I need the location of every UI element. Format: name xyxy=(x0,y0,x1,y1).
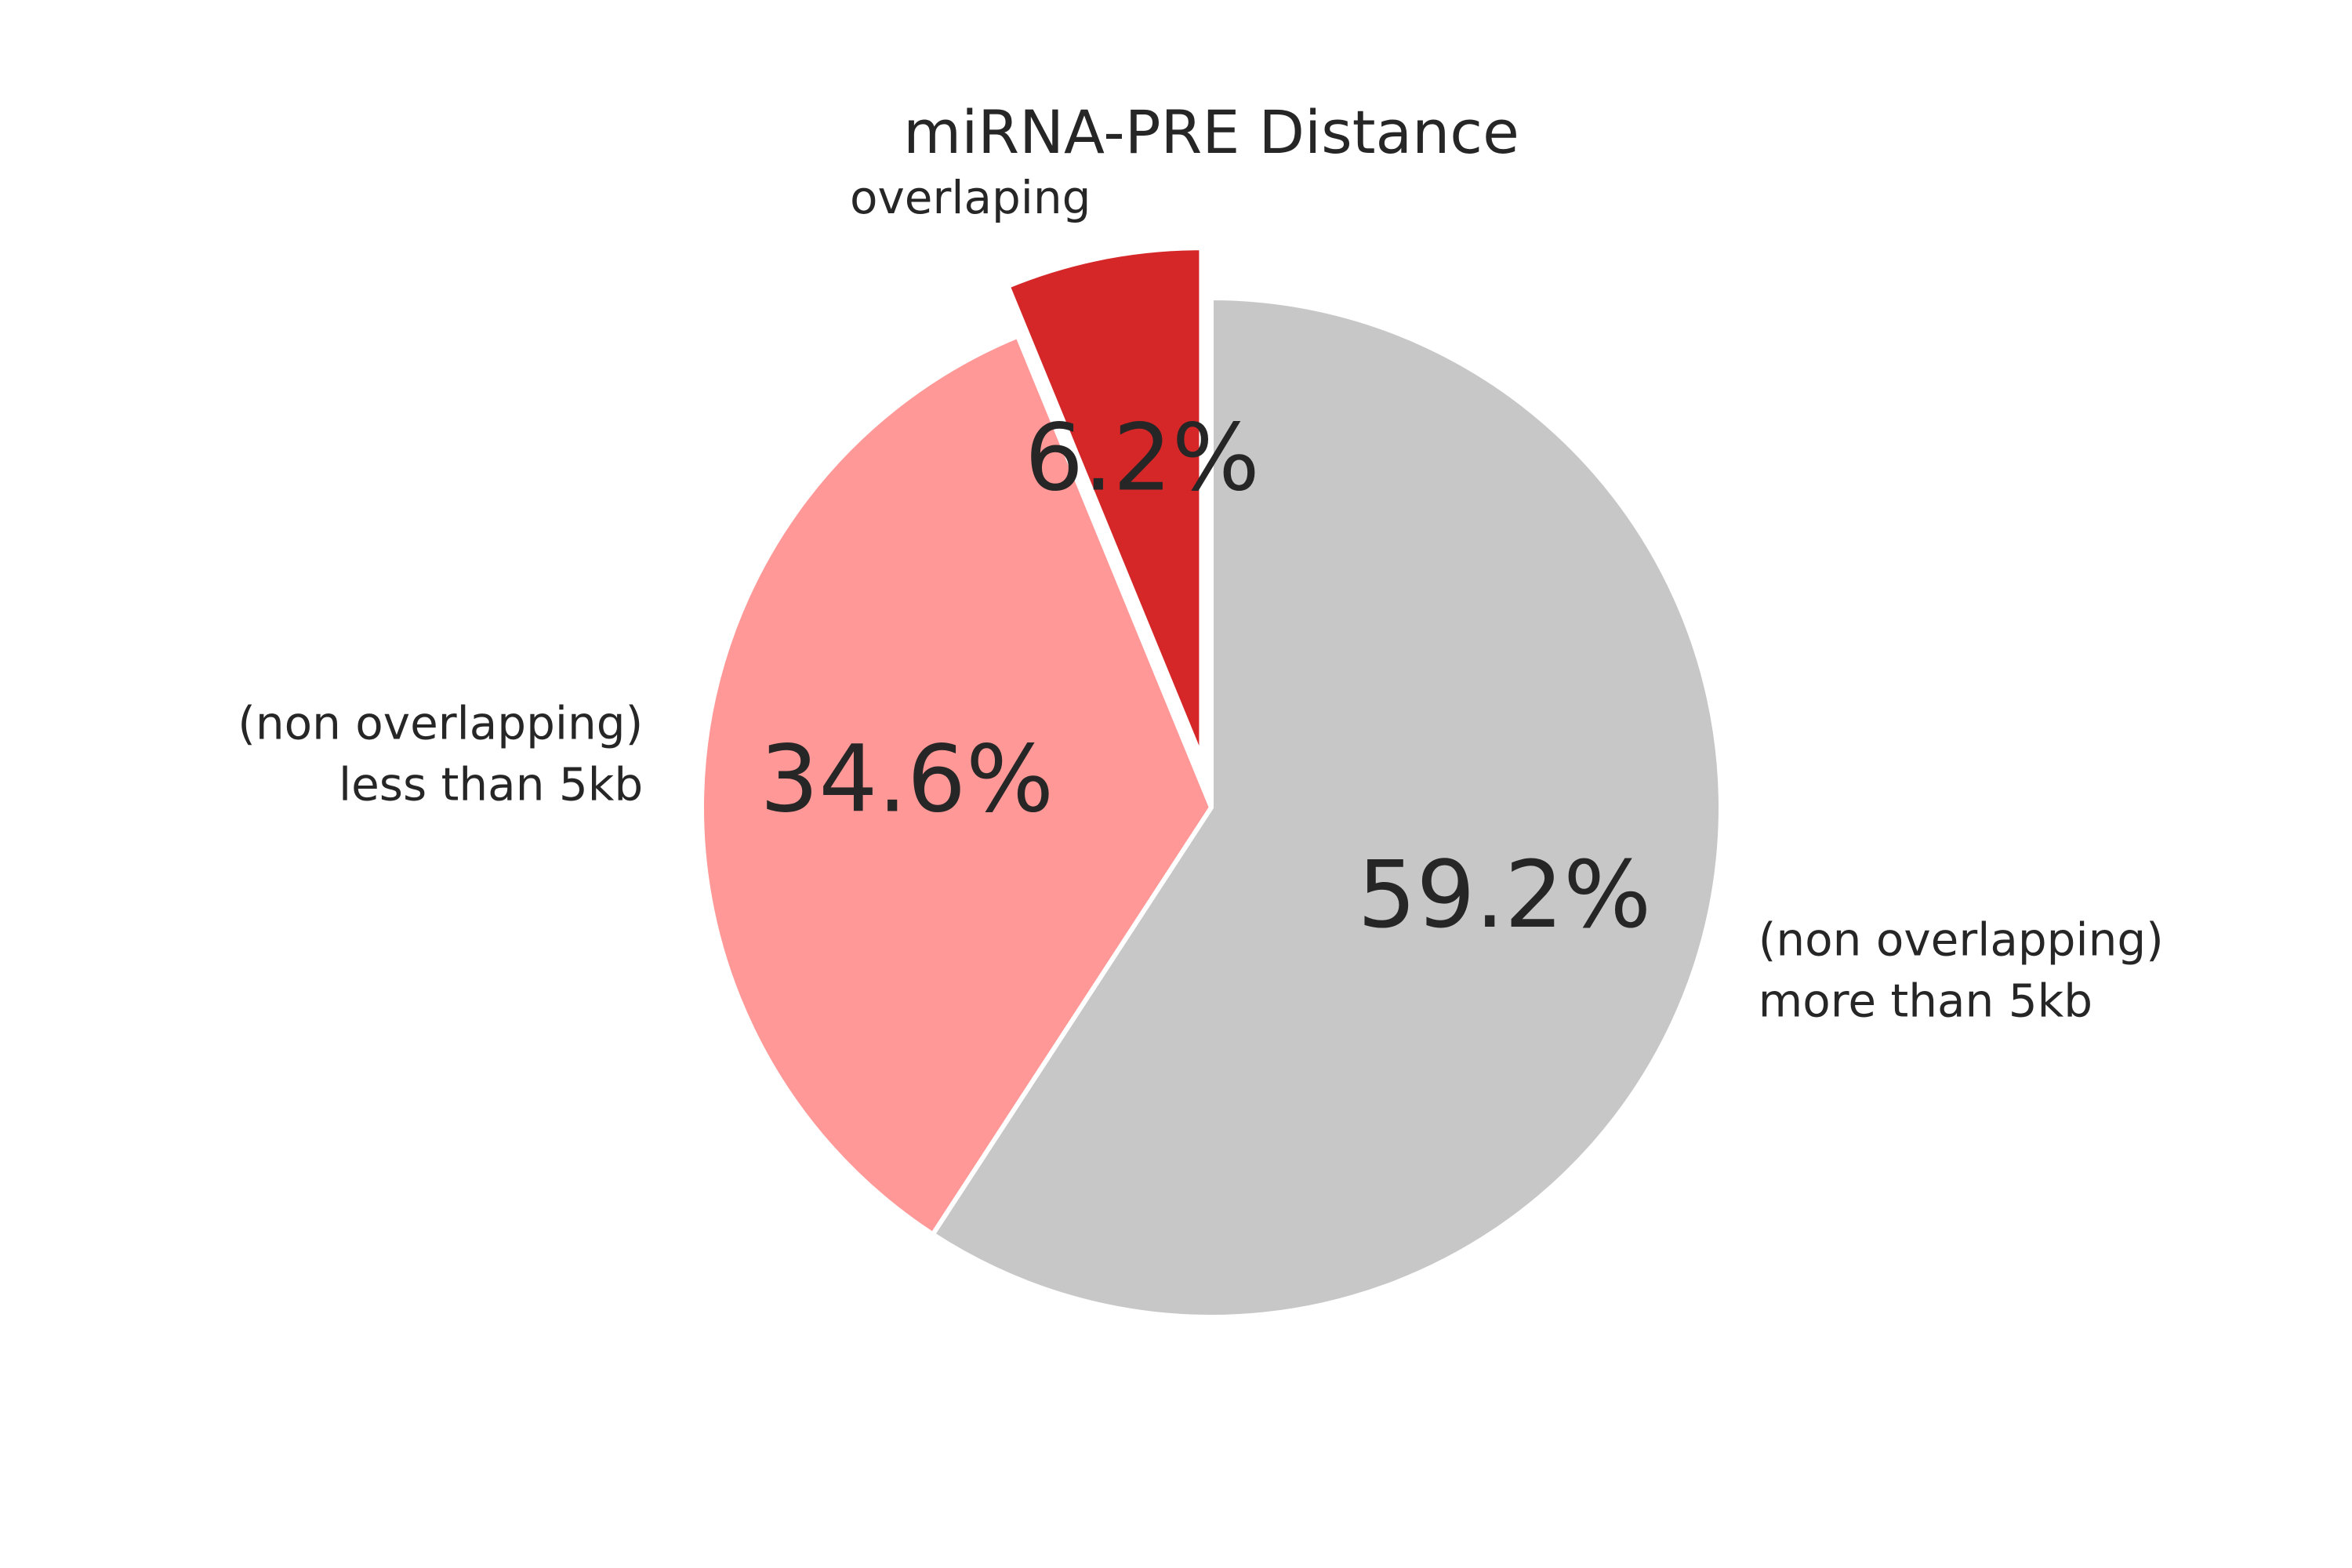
pie-slice-overlaping xyxy=(1005,245,1204,760)
pie-slices xyxy=(699,245,1723,1319)
pie-slice-non-overlapping-more-than-5kb xyxy=(930,296,1723,1319)
slice-label-overlaping: overlaping xyxy=(850,171,1091,224)
slice-label-line: (non overlapping) xyxy=(238,696,643,750)
percentage-labels: 6.2% 34.6% 59.2% xyxy=(760,404,1651,949)
slice-label-line: (non overlapping) xyxy=(1759,913,2164,966)
pct-label-overlaping: 6.2% xyxy=(1025,404,1260,512)
slice-label-line: less than 5kb xyxy=(339,757,643,811)
slice-label-line: overlaping xyxy=(850,171,1091,224)
slice-label-line: more than 5kb xyxy=(1759,974,2092,1027)
slice-label-non-overlapping-less-than-5kb: (non overlapping) less than 5kb xyxy=(238,696,643,811)
slice-label-non-overlapping-more-than-5kb: (non overlapping) more than 5kb xyxy=(1759,913,2164,1027)
slice-labels: overlaping (non overlapping) less than 5kb… xyxy=(238,171,2164,1027)
chart-title: miRNA-PRE Distance xyxy=(903,97,1519,167)
pie-slice-non-overlapping-less-than-5kb xyxy=(699,333,1214,1237)
pct-label-non-overlapping-less-than-5kb: 34.6% xyxy=(760,724,1054,833)
pct-label-non-overlapping-more-than-5kb: 59.2% xyxy=(1357,840,1651,949)
